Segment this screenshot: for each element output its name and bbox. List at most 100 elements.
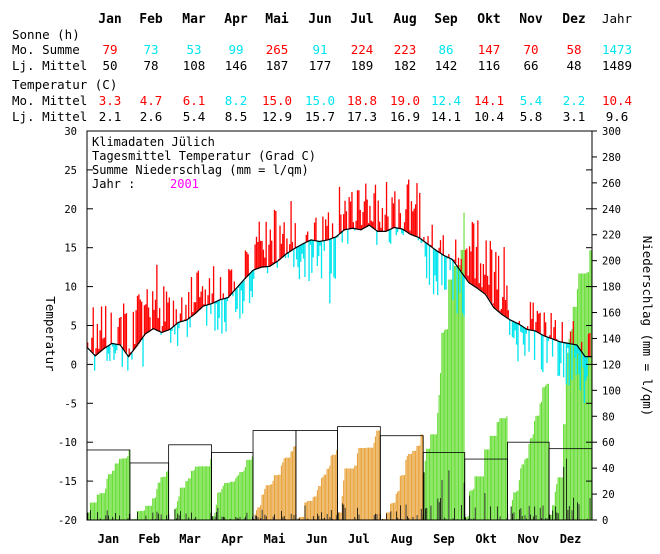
- y-right-tick-label: 60: [602, 437, 615, 449]
- precip-cum-bar: [416, 446, 417, 520]
- precip-cum-bar: [230, 482, 231, 520]
- precip-cum-bar: [502, 418, 503, 520]
- precip-daily-bar: [137, 512, 138, 520]
- precip-daily-bar: [374, 515, 375, 520]
- precip-cum-bar: [551, 515, 552, 520]
- y-left-tick-label: 0: [71, 359, 77, 371]
- precip-daily-bar: [572, 510, 573, 520]
- precip-daily-bar: [536, 515, 537, 520]
- y-left-tick-label: 15: [64, 243, 77, 255]
- precip-cum-bar: [239, 472, 240, 520]
- y-left-tick-label: 20: [64, 204, 77, 216]
- y-right-tick-label: 100: [602, 385, 621, 397]
- precip-daily-bar: [222, 517, 223, 520]
- temp-mean-value-10: 5.4: [520, 93, 543, 108]
- precip-cum-bar: [282, 462, 283, 520]
- table-month-okt: Okt: [477, 12, 500, 27]
- precip-cum-bar: [266, 485, 267, 520]
- precip-cum-bar: [347, 468, 348, 520]
- year-value: 2001: [170, 177, 199, 191]
- precip-cum-bar: [141, 511, 142, 520]
- sun-sum-value-7: 223: [394, 42, 417, 57]
- precip-daily-bar: [166, 515, 167, 520]
- precip-cum-bar: [109, 474, 110, 520]
- precip-cum-bar: [242, 472, 243, 520]
- precip-cum-bar: [410, 454, 411, 520]
- precip-cum-bar: [501, 418, 502, 520]
- precip-cum-bar: [581, 273, 582, 520]
- precip-cum-bar: [147, 506, 148, 520]
- temp-lt-value-12: 9.6: [606, 109, 629, 124]
- temp-mean-value-0: 3.3: [99, 93, 122, 108]
- precip-cum-bar: [515, 492, 516, 520]
- precip-cum-bar: [360, 448, 361, 520]
- precip-daily-bar: [158, 514, 159, 520]
- sun-section-header: Sonne (h): [12, 27, 80, 42]
- precip-cum-bar: [540, 404, 541, 520]
- precip-cum-bar: [263, 494, 264, 520]
- temp-lt-value-10: 5.8: [520, 109, 543, 124]
- precip-daily-bar: [529, 506, 530, 520]
- precip-daily-bar: [555, 506, 556, 520]
- precip-cum-bar: [392, 503, 393, 520]
- precip-cum-bar: [522, 464, 523, 520]
- precip-cum-bar: [328, 469, 329, 520]
- precip-cum-bar: [433, 434, 434, 520]
- precip-cum-bar: [138, 511, 139, 520]
- precip-daily-bar: [294, 515, 295, 520]
- table-month-jun: Jun: [308, 12, 331, 27]
- precip-cum-bar: [288, 458, 289, 520]
- precip-cum-bar: [401, 475, 402, 520]
- precip-daily-bar: [590, 498, 591, 520]
- precip-daily-bar: [186, 513, 187, 520]
- y-left-tick-label: 10: [64, 282, 77, 294]
- precip-cum-bar: [231, 482, 232, 520]
- precip-cum-bar: [567, 353, 568, 520]
- precip-cum-bar: [387, 512, 388, 520]
- precip-daily-bar: [543, 506, 544, 521]
- y-right-tick-label: 220: [602, 230, 621, 242]
- precip-cum-bar: [322, 477, 323, 520]
- precip-daily-bar: [577, 502, 578, 520]
- precip-cum-bar: [376, 431, 377, 520]
- precip-cum-bar: [481, 476, 482, 520]
- precip-cum-bar: [314, 496, 315, 520]
- sun-sum-value-12: 1473: [602, 42, 632, 57]
- table-month-mai: Mai: [265, 12, 289, 27]
- precip-cum-bar: [483, 476, 484, 520]
- table-month-sep: Sep: [434, 12, 458, 27]
- precip-cum-bar: [472, 490, 473, 520]
- precip-daily-bar: [550, 515, 551, 520]
- precip-cum-bar: [221, 489, 222, 520]
- precip-daily-bar: [175, 509, 176, 520]
- precip-cum-bar: [260, 505, 261, 520]
- sun-sum-value-9: 147: [478, 42, 501, 57]
- precip-daily-bar: [318, 516, 319, 520]
- precip-cum-bar: [339, 512, 340, 520]
- precip-daily-bar: [390, 511, 391, 520]
- precip-daily-bar: [421, 509, 422, 520]
- precip-cum-bar: [576, 307, 577, 520]
- precip-cum-bar: [232, 482, 233, 520]
- temp-section-header: Temperatur (C): [12, 77, 117, 92]
- precip-cum-bar: [163, 477, 164, 520]
- precip-cum-bar: [326, 469, 327, 520]
- precip-daily-bar: [265, 515, 266, 520]
- precip-cum-bar: [108, 474, 109, 520]
- precip-cum-bar: [187, 481, 188, 520]
- precip-cum-bar: [476, 476, 477, 520]
- precip-cum-bar: [349, 468, 350, 520]
- precip-daily-bar: [530, 515, 531, 520]
- precip-daily-bar: [386, 513, 387, 520]
- precip-daily-bar: [291, 514, 292, 520]
- precip-cum-bar: [454, 266, 455, 520]
- precip-cum-bar: [318, 486, 319, 520]
- precip-cum-bar: [553, 505, 554, 520]
- precip-daily-bar: [442, 480, 443, 520]
- precip-daily-bar: [490, 506, 491, 520]
- precip-cum-bar: [531, 438, 532, 520]
- precip-cum-bar: [444, 330, 445, 520]
- precip-cum-bar: [118, 463, 119, 520]
